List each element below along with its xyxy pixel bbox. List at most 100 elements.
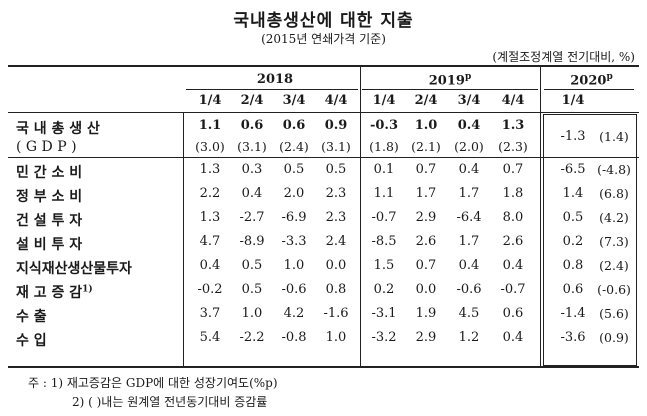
table-cell: -3.2 <box>371 330 397 345</box>
table-cell: 0.2 <box>562 234 584 249</box>
quarter-header: 4/4 <box>501 93 525 108</box>
table-cell: 2.3 <box>325 210 347 225</box>
table-cell: 1.8 <box>502 186 524 201</box>
table-cell: 2.6 <box>415 234 437 249</box>
table-cell: 1.0 <box>414 118 438 133</box>
table-cell-paren: (7.3) <box>599 234 629 249</box>
quarter-header: 3/4 <box>282 93 306 108</box>
row-label: 수 입 <box>16 330 166 350</box>
table-cell: -1.3 <box>560 129 586 144</box>
row-label-text: 수 출 <box>16 309 47 325</box>
table-cell: 0.7 <box>415 162 437 177</box>
table-cell: 2.3 <box>325 186 347 201</box>
table-cell: 3.7 <box>199 306 221 321</box>
table-cell: 4.7 <box>199 234 221 249</box>
table-cell: 0.4 <box>502 330 524 345</box>
table-cell: 0.5 <box>562 210 584 225</box>
table-cell: 1.2 <box>458 330 480 345</box>
header-bottom-rule <box>8 112 639 113</box>
footnote-1: 주 : 1) 재고증감은 GDP에 대한 성장기여도(%p) <box>28 376 278 390</box>
highlight-box-2020 <box>543 114 637 366</box>
table-cell: 0.4 <box>457 118 481 133</box>
row-label: 설 비 투 자 <box>16 234 166 254</box>
row-label-text: 수 입 <box>16 333 47 349</box>
row-label: 건 설 투 자 <box>16 210 166 230</box>
table-cell-paren: (3.1) <box>237 139 267 154</box>
table-cell-paren: (2.4) <box>599 258 629 273</box>
table-cell: 8.0 <box>502 210 524 225</box>
table-cell: -8.9 <box>239 234 265 249</box>
table-cell: -3.1 <box>371 306 397 321</box>
quarter-header: 3/4 <box>457 93 481 108</box>
row-label: 수 출 <box>16 306 166 326</box>
table-cell: 0.4 <box>241 186 263 201</box>
table-cell: 1.7 <box>458 234 480 249</box>
table-cell: 1.5 <box>373 258 395 273</box>
table-cell: -0.6 <box>456 282 482 297</box>
year-divider-2020 <box>540 65 541 367</box>
table-cell-paren: (0.9) <box>599 330 629 345</box>
table-cell: -0.7 <box>371 210 397 225</box>
table-cell-paren: (3.0) <box>195 139 225 154</box>
table-cell-paren: (1.8) <box>369 139 399 154</box>
table-cell: 0.5 <box>325 162 347 177</box>
table-cell: 1.7 <box>458 186 480 201</box>
table-cell: 1.4 <box>562 186 584 201</box>
table-cell: 0.5 <box>241 258 263 273</box>
table-cell: 0.9 <box>324 118 348 133</box>
table-cell: -0.8 <box>281 330 307 345</box>
table-cell: 2.9 <box>415 210 437 225</box>
table-cell-paren: (4.2) <box>599 210 629 225</box>
table-cell-paren: (2.1) <box>411 139 441 154</box>
table-cell: 0.4 <box>199 258 221 273</box>
table-cell: 0.8 <box>562 258 584 273</box>
table-cell: 0.7 <box>415 258 437 273</box>
label-divider <box>183 112 184 367</box>
table-cell: -1.4 <box>560 306 586 321</box>
table-cell-paren: (5.6) <box>599 306 629 321</box>
table-cell-paren: (2.0) <box>454 139 484 154</box>
table-cell-paren: (-4.8) <box>597 162 631 177</box>
table-cell: 0.2 <box>373 282 395 297</box>
table-cell: 0.7 <box>502 162 524 177</box>
row-label-text: 민 간 소 비 <box>16 165 83 181</box>
quarter-header: 2/4 <box>240 93 264 108</box>
table-cell: 2.6 <box>502 234 524 249</box>
table-cell: 0.6 <box>562 282 584 297</box>
quarter-header: 1/4 <box>372 93 396 108</box>
table-cell: 5.4 <box>199 330 221 345</box>
row-label: 재 고 증 감1) <box>16 282 166 302</box>
row-label-text: 설 비 투 자 <box>16 237 83 253</box>
quarter-header: 1/4 <box>198 93 222 108</box>
table-cell: 0.4 <box>458 162 480 177</box>
table-cell: -8.5 <box>371 234 397 249</box>
row-label-text: 재 고 증 감 <box>16 285 83 301</box>
unit-label: (계절조정계열 전기대비, %) <box>492 50 635 64</box>
table-cell: 0.1 <box>373 162 395 177</box>
table-cell: 0.5 <box>283 162 305 177</box>
row-label-text: 정 부 소 비 <box>16 189 83 205</box>
table-cell: -3.6 <box>560 330 586 345</box>
table-cell: 0.4 <box>458 258 480 273</box>
table-cell-paren: (3.1) <box>321 139 351 154</box>
table-cell: 2.2 <box>199 186 221 201</box>
quarter-header: 1/4 <box>561 93 585 108</box>
quarter-header: 4/4 <box>324 93 348 108</box>
table-cell: 1.7 <box>415 186 437 201</box>
table-cell: -6.9 <box>281 210 307 225</box>
table-cell: 4.5 <box>458 306 480 321</box>
row-label-text: 지식재산생산물투자 <box>16 261 132 277</box>
row-label-text: 국 내 총 생 산 <box>16 121 100 137</box>
table-cell: -0.2 <box>197 282 223 297</box>
year-header-2018: 2018 <box>256 72 294 87</box>
table-cell: 0.6 <box>240 118 264 133</box>
table-cell: 0.5 <box>241 282 263 297</box>
table-cell: 1.0 <box>325 330 347 345</box>
table-cell-paren: (-0.6) <box>597 282 631 297</box>
row-label-sub: ( G D P ) <box>16 139 77 155</box>
footnote-2: 2) ( )내는 원계열 전년동기대비 증감률 <box>72 395 268 409</box>
table-cell-paren: (6.8) <box>599 186 629 201</box>
table-cell: -6.4 <box>456 210 482 225</box>
table-cell: -6.5 <box>560 162 586 177</box>
table-title: 국내총생산에 대한 지출 <box>233 11 414 31</box>
